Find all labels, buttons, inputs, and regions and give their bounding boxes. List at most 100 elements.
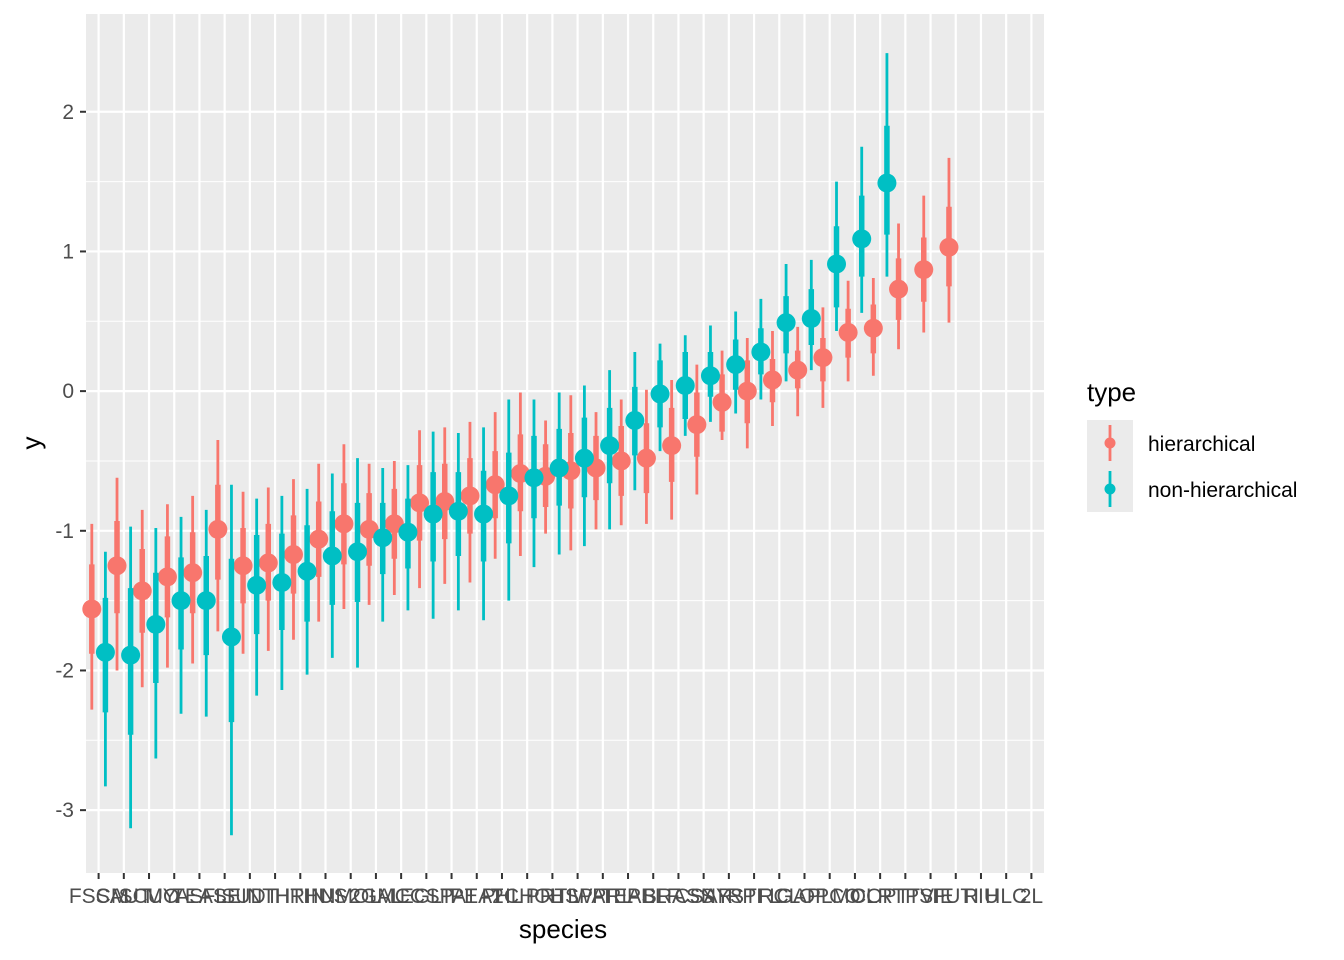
data-point (95, 642, 115, 662)
data-point (827, 254, 847, 274)
data-marks (82, 53, 959, 836)
data-point (233, 556, 253, 576)
x-tick-label: HUS (303, 885, 347, 908)
data-point (788, 360, 808, 380)
data-point (549, 458, 569, 478)
data-point (196, 591, 216, 611)
x-tick-label: TEAS (601, 885, 656, 908)
data-point (423, 504, 443, 524)
y-tick-label: 2 (62, 101, 74, 124)
data-point (852, 229, 872, 249)
data-point (157, 567, 177, 587)
data-point (700, 366, 720, 386)
data-point (435, 491, 455, 511)
data-point (485, 475, 505, 495)
data-point (348, 542, 368, 562)
legend-title: type (1087, 377, 1136, 407)
data-point (359, 519, 379, 539)
series-non-hierarchical (95, 53, 897, 836)
x-tick-label: HLC (985, 885, 1027, 908)
legend-entry: non-hierarchical (1087, 466, 1297, 512)
x-tick-label: OPCO (799, 885, 861, 908)
y-tick-label: -1 (55, 520, 74, 543)
x-tick-label: EGLT (400, 885, 453, 908)
x-tick-label: FLEI (202, 885, 246, 908)
x-tick-label: RCL (758, 885, 800, 908)
x-tick-label: COPT (851, 885, 910, 908)
x-tick-label: MOL (832, 885, 878, 908)
x-tick-label: FSCM (69, 885, 129, 908)
x-tick-label: HSPA (550, 885, 606, 908)
x-tick-label: FUTI (932, 885, 979, 908)
data-point (334, 514, 354, 534)
data-point (675, 376, 695, 396)
y-axis: -3 -2 -1 0 1 2 (55, 101, 86, 822)
data-point (636, 448, 656, 468)
x-tick-label: GAPL (776, 885, 832, 908)
data-point (410, 493, 430, 513)
data-point (221, 627, 241, 647)
x-tick-label: SPAT (426, 885, 478, 908)
data-point (283, 545, 303, 565)
y-tick-label: 0 (62, 380, 74, 403)
x-tick-label: TEAS (172, 885, 227, 908)
data-point (121, 645, 141, 665)
series-hierarchical (82, 157, 959, 710)
data-point (712, 392, 732, 412)
data-point (460, 486, 480, 506)
data-point (939, 237, 959, 257)
x-tick-label: CSAR (674, 885, 732, 908)
x-axis: FSCMSAUTSCUOMYASTEASFLEISUDTNTHTHRINHUSN… (69, 873, 1043, 908)
x-tick-label: TVIE (907, 885, 954, 908)
data-point (762, 370, 782, 390)
data-point (524, 468, 544, 488)
y-tick-label: 1 (62, 240, 74, 263)
x-tick-label: RPFL (727, 885, 781, 908)
legend: type hierarchical non-hierarchical (1087, 377, 1297, 512)
panel-background (86, 14, 1044, 873)
data-point (877, 173, 897, 193)
data-point (600, 436, 620, 456)
y-axis-title: y (16, 437, 46, 450)
data-point (751, 342, 771, 362)
x-tick-label: SUDT (221, 885, 278, 908)
data-point (183, 563, 203, 583)
data-point (776, 313, 796, 333)
legend-key-point (1104, 483, 1116, 495)
data-point (737, 381, 757, 401)
x-tick-label: MCC (377, 885, 425, 908)
data-point (247, 575, 267, 595)
data-point (309, 529, 329, 549)
x-tick-label: RTPS (878, 885, 934, 908)
x-tick-label: BRASS (643, 885, 714, 908)
x-tick-label: NMOL (320, 885, 381, 908)
y-tick-label: -3 (55, 799, 74, 822)
data-point (258, 553, 278, 573)
data-point (448, 501, 468, 521)
x-tick-label: MYAS (145, 885, 203, 908)
x-axis-title: species (519, 914, 607, 944)
x-tick-label: NTHT (247, 885, 303, 908)
data-point (146, 614, 166, 634)
data-point (107, 556, 127, 576)
data-point (272, 572, 292, 592)
x-tick-label: RIU (963, 885, 999, 908)
data-point (813, 348, 833, 368)
data-point (611, 451, 631, 471)
x-tick-label: PELF (627, 885, 680, 908)
data-point (132, 581, 152, 601)
x-tick-label: PRTL (526, 885, 579, 908)
x-tick-label: SCUO (119, 885, 180, 908)
data-point (863, 318, 883, 338)
data-point (914, 260, 934, 280)
data-point (687, 415, 707, 435)
data-point (650, 384, 670, 404)
legend-label: non-hierarchical (1148, 479, 1297, 502)
data-point (499, 486, 519, 506)
data-point (838, 322, 858, 342)
data-point (373, 528, 393, 548)
x-tick-label: 2GAL (349, 885, 403, 908)
data-point (889, 279, 909, 299)
x-tick-label: 2CHOL (492, 885, 562, 908)
